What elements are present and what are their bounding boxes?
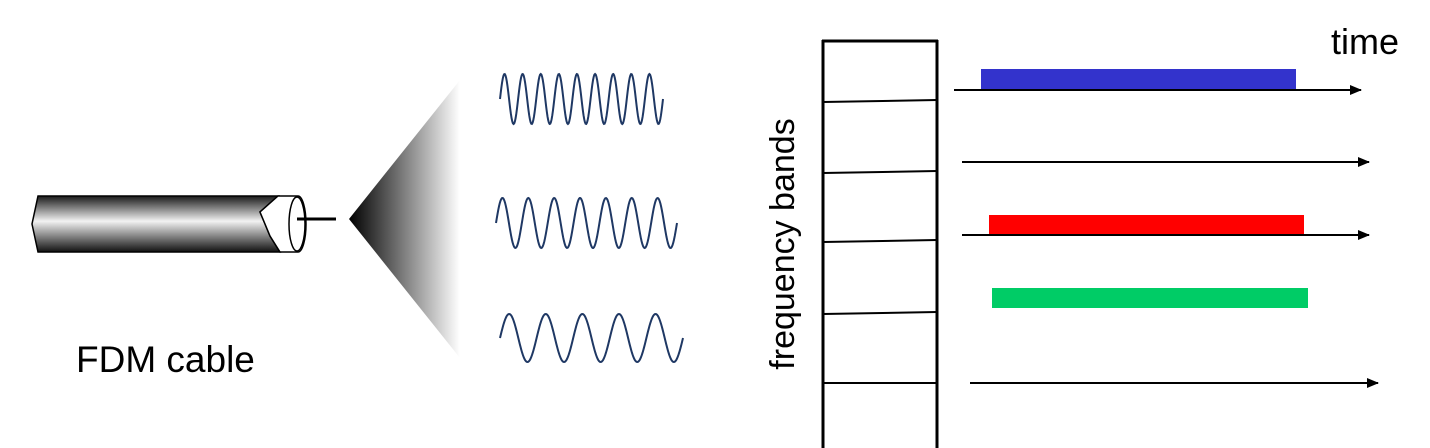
frequency-band-column bbox=[821, 39, 939, 448]
cable-label: FDM cable bbox=[76, 339, 255, 380]
band-1-occupancy-bar bbox=[981, 69, 1296, 89]
coax-cable-icon bbox=[31, 195, 336, 253]
band-divider bbox=[822, 311, 938, 315]
cable-body bbox=[31, 195, 282, 253]
band-3-occupancy-bar bbox=[989, 215, 1304, 235]
low-frequency-wave bbox=[499, 312, 684, 364]
band-divider bbox=[822, 239, 938, 243]
signal-spread-cone bbox=[349, 80, 460, 358]
time-axis-label: time bbox=[1331, 21, 1399, 62]
high-frequency-wave bbox=[499, 72, 664, 126]
medium-frequency-wave bbox=[495, 196, 678, 250]
band-divider bbox=[822, 99, 938, 103]
band-4-occupancy-bar bbox=[992, 288, 1308, 308]
band-divider bbox=[822, 170, 938, 174]
frequency-axis-label: frequency bands bbox=[764, 118, 802, 369]
cable-core-end bbox=[288, 196, 306, 252]
